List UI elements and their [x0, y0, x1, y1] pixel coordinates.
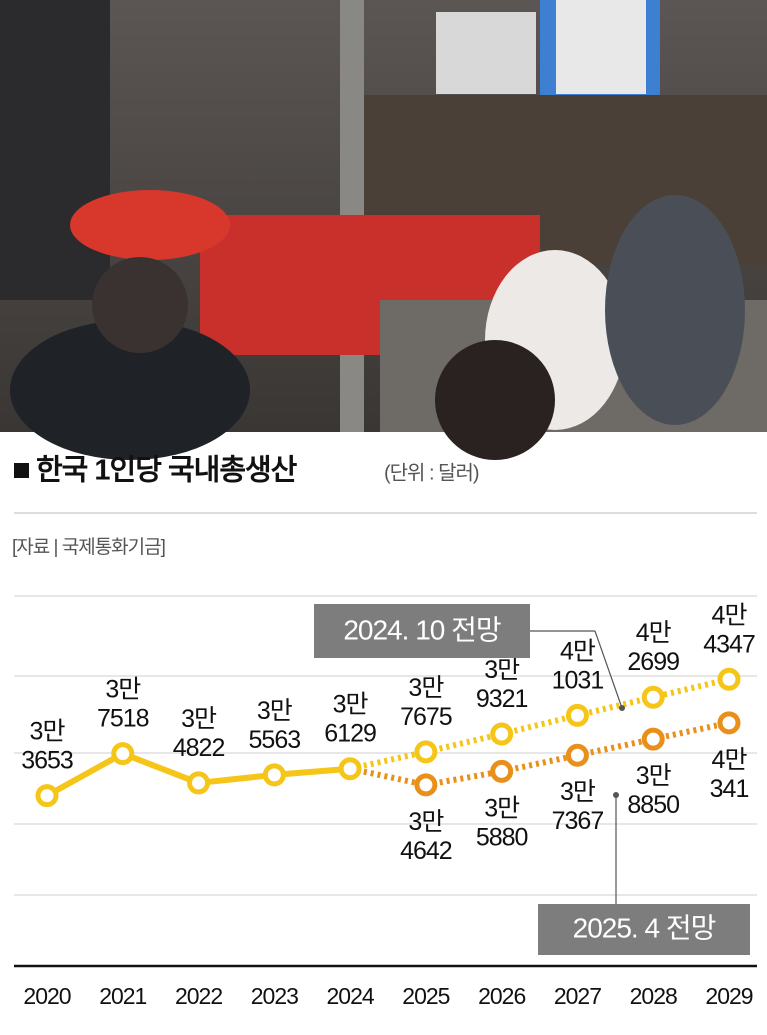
- data-point: [641, 685, 665, 709]
- data-point: [414, 773, 438, 797]
- leader-dot: [619, 705, 625, 711]
- title-marker: [14, 463, 29, 478]
- value-label: 3만 4822: [173, 705, 225, 762]
- value-label: 3만 3653: [21, 717, 73, 774]
- background-lines: [14, 595, 757, 896]
- data-point: [414, 740, 438, 764]
- x-tick-label: 2029: [705, 983, 752, 1009]
- x-tick-label: 2024: [327, 983, 375, 1009]
- value-label: 3만 9321: [476, 656, 528, 713]
- legend-label: 2025. 4 전망: [573, 912, 716, 943]
- data-point: [262, 763, 286, 787]
- x-tick-label: 2026: [478, 983, 525, 1009]
- data-point: [565, 703, 589, 727]
- x-tick-label: 2027: [554, 983, 601, 1009]
- value-label: 3만 7367: [552, 778, 604, 835]
- value-label: 4만 341: [710, 745, 749, 802]
- plot: 2020 2021 2022 2023 2024 2025 2026 2027 2028 2029…: [21, 601, 756, 1009]
- legend-label: 2024. 10 전망: [343, 614, 501, 645]
- leader-dot: [613, 792, 619, 798]
- data-point: [111, 742, 135, 766]
- source: [자료 | 국제통화기금]: [12, 536, 165, 558]
- legend-box: [314, 604, 530, 658]
- value-label: 4만 4347: [703, 601, 755, 658]
- value-label: 3만 8850: [627, 762, 679, 819]
- value-label: 4만 2699: [627, 619, 679, 676]
- x-tick-label: 2023: [251, 983, 298, 1009]
- chart-subtitle: (단위 : 달러): [384, 461, 479, 484]
- value-label: 3만 5880: [476, 794, 528, 851]
- x-tick-label: 2025: [402, 983, 449, 1009]
- photo: [0, 0, 767, 460]
- value-label: 3만 5563: [249, 696, 301, 753]
- value-label: 3만 7518: [97, 675, 149, 732]
- leader-line: [594, 630, 623, 709]
- connector: [349, 748, 427, 772]
- data-point: [717, 711, 741, 735]
- value-label: 3만 4642: [400, 808, 452, 865]
- data-point: [35, 784, 59, 808]
- legend-box: [538, 904, 750, 955]
- data-point: [717, 667, 741, 691]
- data-point: [490, 759, 514, 783]
- data-point: [641, 727, 665, 751]
- data-point: [565, 743, 589, 767]
- data-point: [187, 771, 211, 795]
- data-point: [338, 757, 362, 781]
- x-tick-label: 2022: [175, 983, 222, 1009]
- connector: [349, 765, 427, 788]
- chart-title: 한국 1인당 국내총생산: [36, 454, 298, 487]
- legend: 2024. 10 전망 2025. 4 전망: [314, 604, 750, 955]
- value-label: 3만 7675: [400, 673, 452, 730]
- value-label: 3만 6129: [324, 690, 376, 747]
- data-point: [490, 722, 514, 746]
- value-label: 4만 1031: [552, 637, 604, 694]
- x-tick-label: 2028: [630, 983, 677, 1009]
- x-tick-label: 2021: [99, 983, 146, 1009]
- x-tick-label: 2020: [23, 983, 70, 1009]
